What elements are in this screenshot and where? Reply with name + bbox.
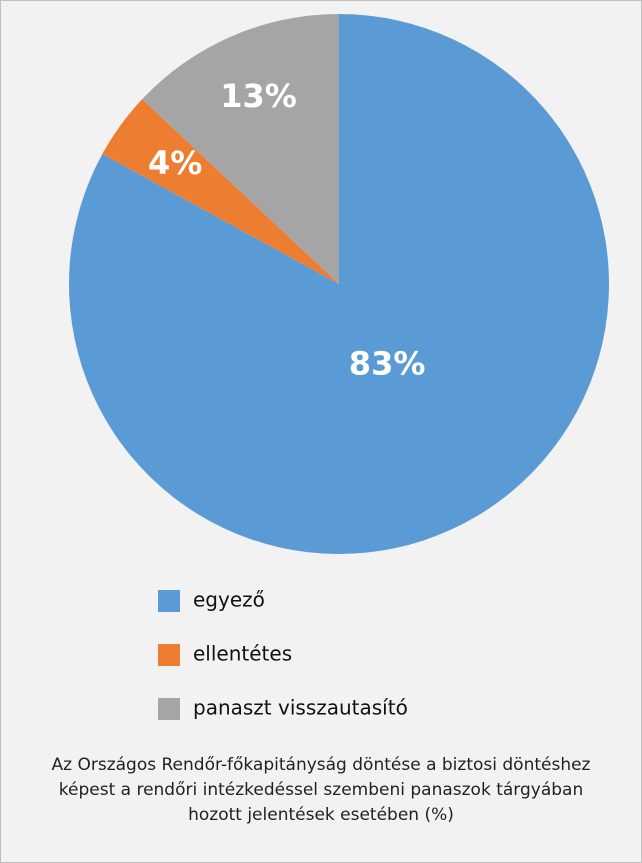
pie-slice <box>102 99 340 285</box>
legend-label: panaszt visszautasító <box>193 696 408 720</box>
legend-swatch <box>158 590 180 612</box>
data-label: 83% <box>349 344 426 382</box>
chart-caption: Az Országos Rendőr-főkapitányság döntése… <box>51 755 591 825</box>
legend-label: egyező <box>193 588 265 612</box>
pie-slice <box>68 14 609 555</box>
chart: 83% 4% 13% egyező ellentétes panaszt visszaut… <box>68 14 609 720</box>
legend-swatch <box>158 698 180 720</box>
legend-swatch <box>158 644 180 666</box>
pie-slice <box>142 14 339 284</box>
legend-label: ellentétes <box>193 642 292 666</box>
data-label: 4% <box>148 144 202 182</box>
data-label: 13% <box>220 77 297 115</box>
